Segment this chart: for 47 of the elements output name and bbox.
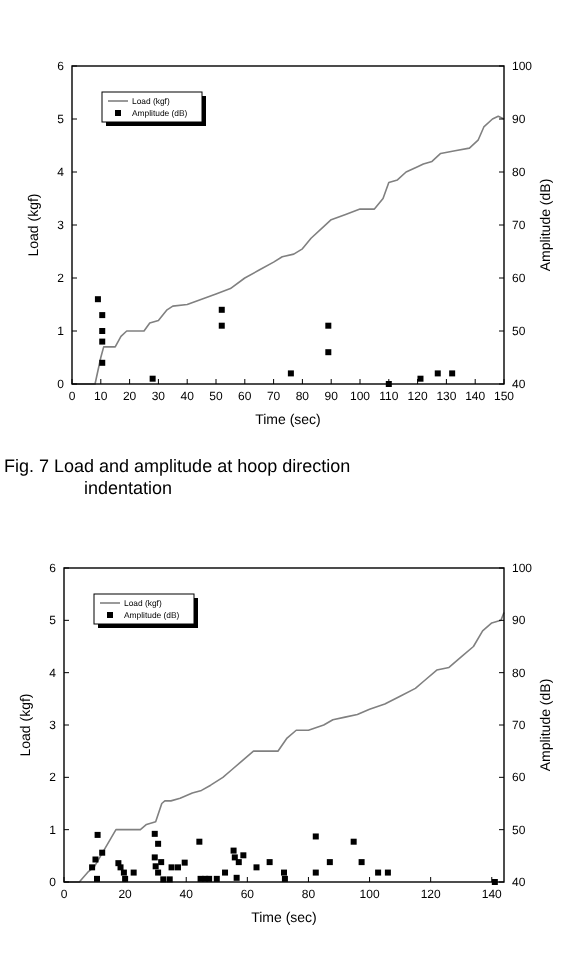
- point: [168, 864, 175, 871]
- point: [312, 869, 319, 876]
- point: [253, 864, 260, 871]
- point: [325, 349, 332, 356]
- point: [375, 869, 382, 876]
- point: [99, 328, 106, 334]
- point: [99, 359, 106, 366]
- caption: Fig. 7 Load and amplitude at hoop direction indentation: [4, 456, 351, 498]
- point: [235, 859, 242, 866]
- point: [92, 856, 99, 863]
- point: [358, 859, 365, 866]
- point: [155, 869, 162, 876]
- point: [449, 370, 456, 377]
- point: [233, 874, 240, 881]
- point: [99, 338, 106, 345]
- point: [230, 847, 237, 854]
- point: [434, 370, 441, 377]
- point: [130, 869, 137, 876]
- point: [218, 322, 225, 329]
- point: [384, 869, 391, 876]
- point: [196, 838, 203, 845]
- point: [350, 838, 357, 845]
- point: [287, 370, 294, 377]
- point: [174, 864, 181, 871]
- point: [149, 375, 156, 382]
- point: [417, 375, 424, 382]
- point: [218, 306, 225, 313]
- point: [89, 864, 96, 871]
- point: [240, 852, 247, 859]
- point: [120, 869, 127, 876]
- point: [94, 296, 101, 303]
- point: [155, 840, 162, 847]
- point: [158, 859, 165, 866]
- point: [326, 859, 333, 866]
- point: [99, 312, 106, 319]
- point: [325, 322, 332, 329]
- point: [151, 854, 158, 861]
- point: [152, 863, 159, 870]
- point: [281, 869, 287, 876]
- point: [151, 830, 158, 837]
- point: [181, 859, 188, 866]
- point: [222, 869, 229, 876]
- point: [231, 854, 238, 861]
- point: [312, 833, 319, 840]
- point: [94, 831, 101, 838]
- point: [99, 849, 106, 856]
- point: [266, 859, 273, 866]
